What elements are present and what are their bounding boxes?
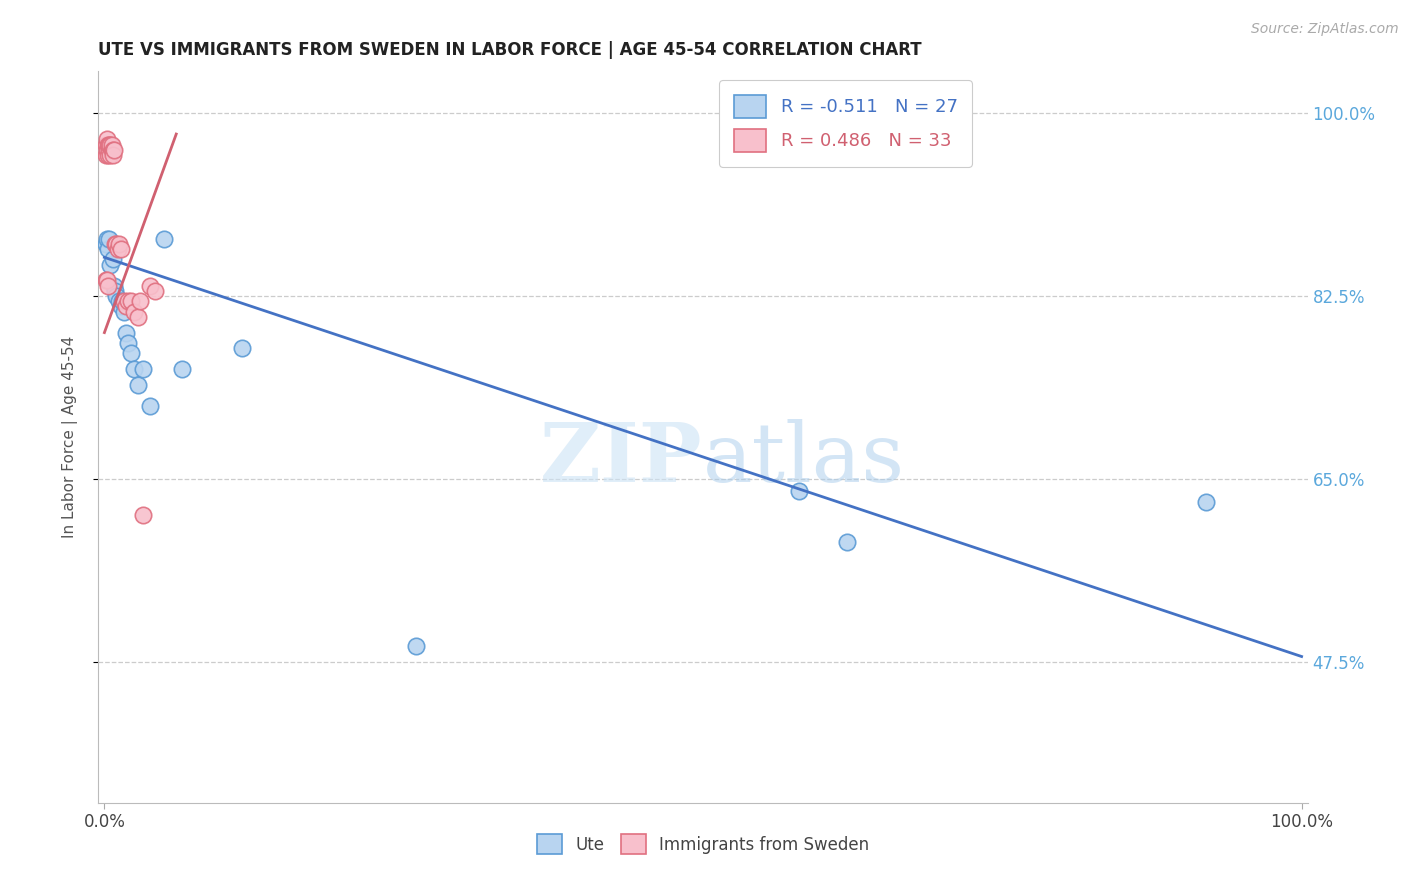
Point <box>112 304 135 318</box>
Point <box>107 236 129 251</box>
Point <box>835 534 858 549</box>
Point <box>103 278 125 293</box>
Point <box>100 148 122 162</box>
Point <box>98 231 121 245</box>
Point <box>107 242 129 256</box>
Text: UTE VS IMMIGRANTS FROM SWEDEN IN LABOR FORCE | AGE 45-54 CORRELATION CHART: UTE VS IMMIGRANTS FROM SWEDEN IN LABOR F… <box>98 41 922 59</box>
Point <box>115 326 138 340</box>
Point <box>112 294 135 309</box>
Point <box>124 304 146 318</box>
Point <box>98 137 121 152</box>
Point <box>94 273 117 287</box>
Point <box>97 278 120 293</box>
Point <box>129 294 152 309</box>
Legend: Ute, Immigrants from Sweden: Ute, Immigrants from Sweden <box>530 828 876 860</box>
Point <box>100 137 122 152</box>
Point <box>132 362 155 376</box>
Point <box>127 310 149 324</box>
Point <box>94 236 117 251</box>
Point <box>103 143 125 157</box>
Point <box>111 294 134 309</box>
Point <box>94 137 117 152</box>
Point <box>117 336 139 351</box>
Point <box>101 148 124 162</box>
Point <box>101 252 124 267</box>
Point <box>127 377 149 392</box>
Point <box>100 137 122 152</box>
Point <box>1195 495 1218 509</box>
Point <box>104 284 127 298</box>
Point <box>117 294 139 309</box>
Point <box>172 362 194 376</box>
Point <box>100 258 122 272</box>
Point <box>231 341 253 355</box>
Point <box>101 143 124 157</box>
Point <box>104 236 127 251</box>
Point <box>787 484 810 499</box>
Point <box>105 289 128 303</box>
Text: Source: ZipAtlas.com: Source: ZipAtlas.com <box>1251 22 1399 37</box>
Point <box>97 242 120 256</box>
Point <box>153 231 176 245</box>
Text: atlas: atlas <box>703 419 905 499</box>
Point <box>96 143 118 157</box>
Point <box>132 508 155 523</box>
Point <box>120 346 142 360</box>
Point <box>110 300 132 314</box>
Point <box>107 294 129 309</box>
Point <box>143 284 166 298</box>
Y-axis label: In Labor Force | Age 45-54: In Labor Force | Age 45-54 <box>62 336 77 538</box>
Point <box>124 362 146 376</box>
Point <box>115 300 138 314</box>
Point <box>139 278 162 293</box>
Point <box>96 273 118 287</box>
Point <box>105 236 128 251</box>
Point <box>97 137 120 152</box>
Point <box>110 242 132 256</box>
Point <box>96 132 118 146</box>
Point <box>94 148 117 162</box>
Point <box>100 143 122 157</box>
Point <box>96 231 118 245</box>
Point <box>120 294 142 309</box>
Point <box>97 148 120 162</box>
Point <box>405 639 427 653</box>
Point <box>139 399 162 413</box>
Text: ZIP: ZIP <box>540 419 703 499</box>
Point <box>98 143 121 157</box>
